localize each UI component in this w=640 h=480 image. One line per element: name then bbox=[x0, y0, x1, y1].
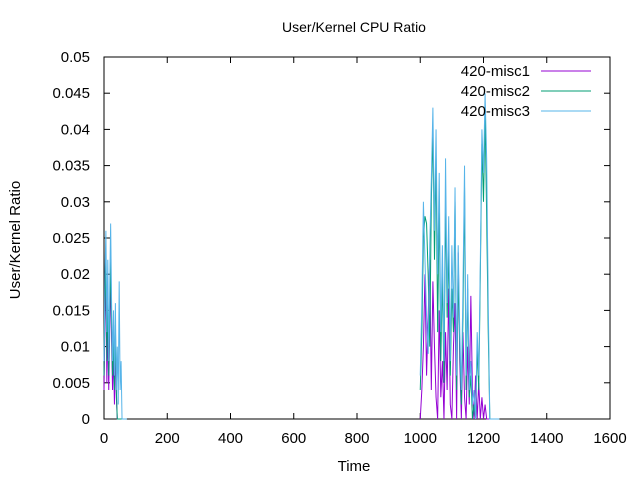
legend-label: 420-misc1 bbox=[461, 63, 530, 80]
y-tick-label: 0.01 bbox=[61, 339, 90, 356]
x-tick-label: 800 bbox=[344, 430, 369, 447]
legend: 420-misc1 420-misc2 420-misc3 bbox=[461, 63, 591, 120]
series-layer bbox=[103, 93, 500, 420]
legend-label: 420-misc3 bbox=[461, 103, 530, 120]
y-tick-label: 0.005 bbox=[52, 375, 90, 392]
x-tick-label: 200 bbox=[155, 430, 180, 447]
series-line bbox=[103, 93, 500, 420]
chart-title: User/Kernel CPU Ratio bbox=[282, 19, 426, 35]
y-tick-label: 0.03 bbox=[61, 194, 90, 211]
y-tick-label: 0.05 bbox=[61, 49, 90, 66]
legend-label: 420-misc2 bbox=[461, 83, 530, 100]
x-tick-label: 0 bbox=[100, 430, 108, 447]
legend-item: 420-misc3 bbox=[461, 103, 591, 120]
x-tick-label: 1000 bbox=[404, 430, 437, 447]
plot-border bbox=[103, 56, 611, 420]
y-tick-label: 0.025 bbox=[52, 230, 90, 247]
y-tick-label: 0.035 bbox=[52, 158, 90, 175]
legend-item: 420-misc1 bbox=[461, 63, 591, 80]
x-axis-label: Time bbox=[338, 458, 371, 475]
y-axis: 0 0.005 0.01 0.015 0.02 0.025 0.03 0.035 0.04 0.0… bbox=[52, 49, 610, 428]
x-tick-label: 1600 bbox=[593, 430, 626, 447]
y-tick-label: 0.02 bbox=[61, 266, 90, 283]
legend-item: 420-misc2 bbox=[461, 83, 591, 100]
plot-frame bbox=[103, 56, 611, 420]
x-tick-label: 1200 bbox=[467, 430, 500, 447]
y-tick-label: 0.015 bbox=[52, 302, 90, 319]
x-tick-label: 600 bbox=[281, 430, 306, 447]
y-tick-label: 0 bbox=[82, 411, 90, 428]
x-tick-label: 1400 bbox=[530, 430, 563, 447]
y-axis-label: User/Kernel Ratio bbox=[7, 181, 24, 299]
x-axis: 0 200 400 600 800 1000 1200 1400 1600 bbox=[100, 57, 627, 447]
x-tick-label: 400 bbox=[218, 430, 243, 447]
y-tick-label: 0.04 bbox=[61, 121, 90, 138]
series-420-misc3 bbox=[103, 93, 500, 420]
y-tick-label: 0.045 bbox=[52, 85, 90, 102]
